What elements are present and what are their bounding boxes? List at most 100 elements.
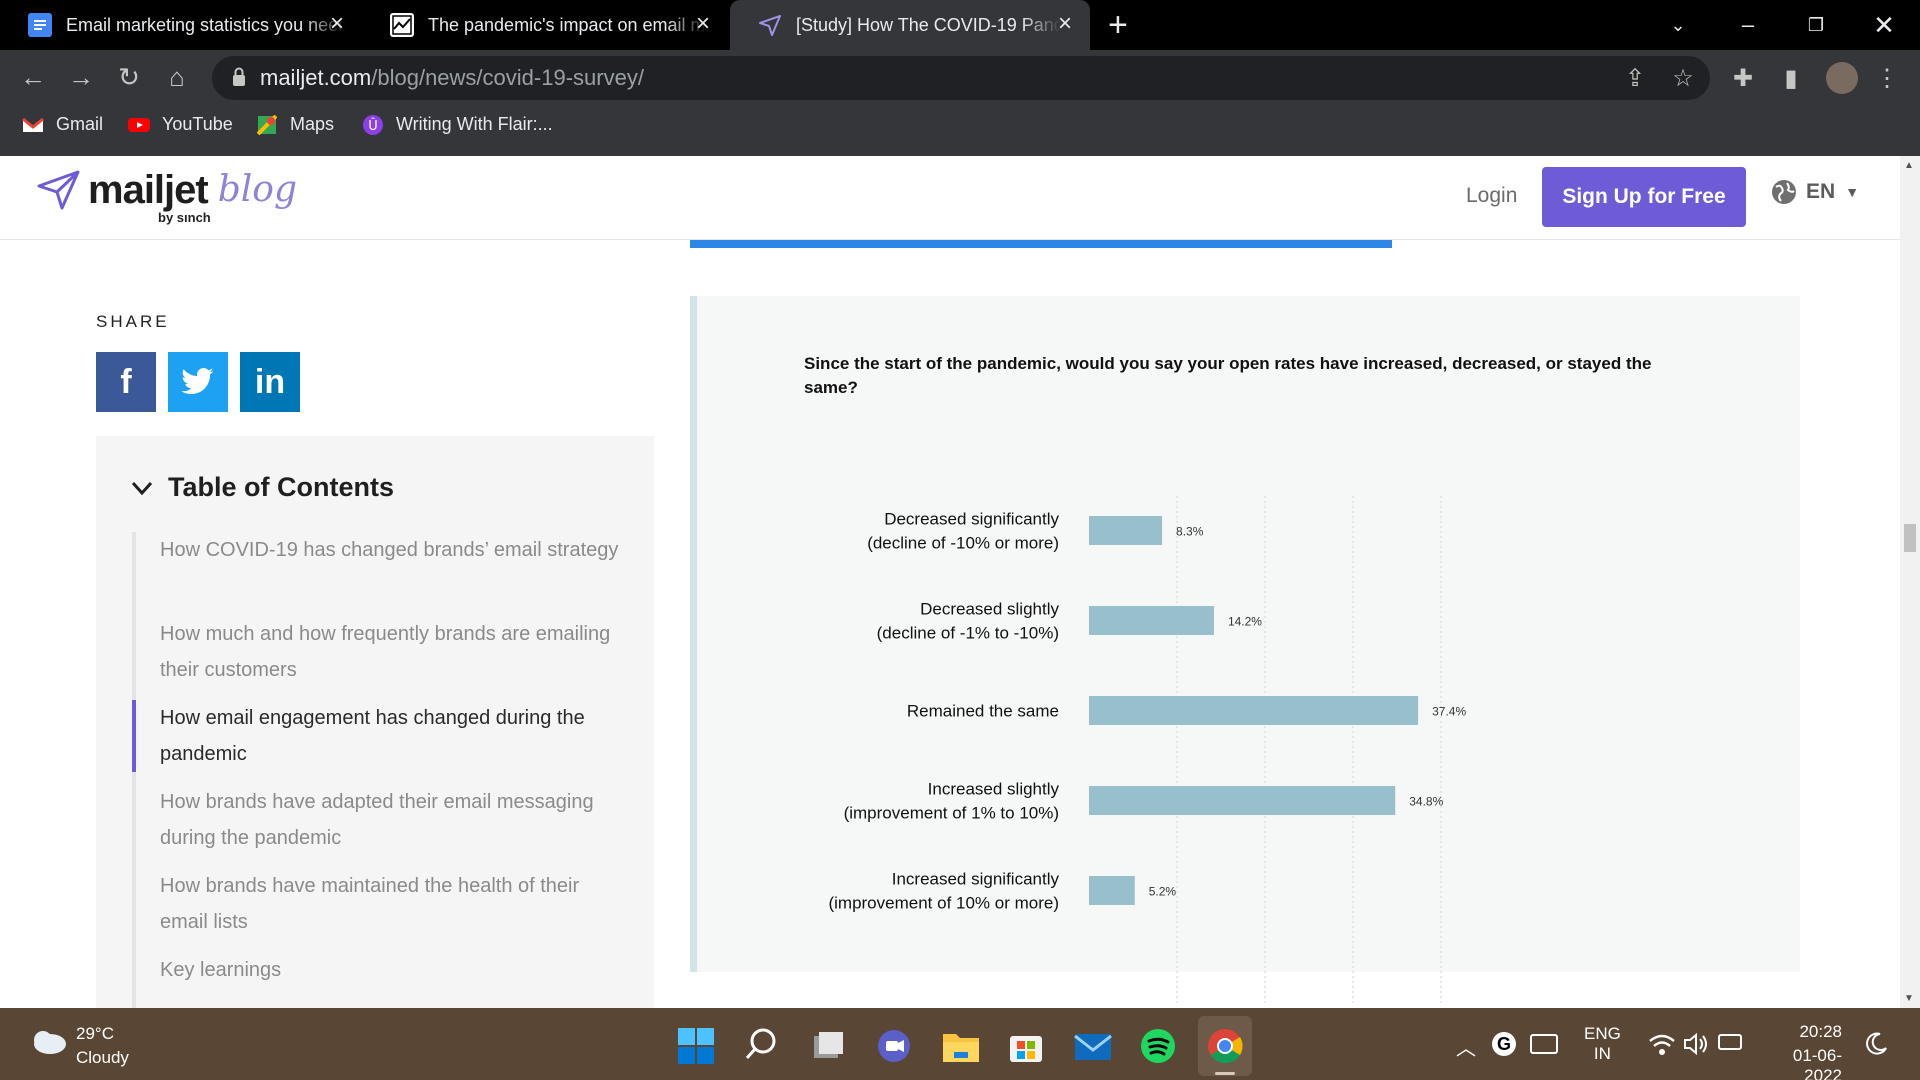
forward-arrow-icon[interactable]: →	[68, 62, 94, 92]
active-app-indicator	[1215, 1072, 1235, 1075]
facebook-share-button[interactable]: f	[96, 352, 156, 412]
language-indicator[interactable]: ENG IN	[1584, 1024, 1621, 1064]
mailjet-logo[interactable]: mailjet blog by sınch	[36, 168, 297, 228]
toc-header[interactable]: Table of Contents	[130, 472, 394, 503]
tab-covid-study[interactable]: [Study] How The COVID-19 Pandemic ×	[730, 0, 1090, 50]
toc-item-active[interactable]: How email engagement has changed during …	[132, 700, 630, 772]
bar	[1089, 876, 1135, 905]
toc-item[interactable]: How COVID-19 has changed brands’ email s…	[160, 539, 619, 561]
keyboard-icon[interactable]	[1530, 1034, 1558, 1054]
chart-card	[690, 296, 1800, 972]
extensions-puzzle-icon[interactable]: ✚	[1732, 65, 1754, 92]
login-link[interactable]: Login	[1466, 184, 1518, 207]
back-arrow-icon[interactable]: ←	[20, 62, 46, 92]
close-icon[interactable]: ×	[695, 10, 710, 37]
category-label: Increased slightly	[928, 780, 1060, 799]
logo-wordmark: mailjet	[88, 168, 209, 212]
scroll-up-arrow-icon[interactable]: ▲	[1904, 160, 1914, 171]
bookmarks-bar: Gmail YouTube Maps Û Writing With Flair:…	[0, 108, 1920, 142]
bookmark-label: Maps	[290, 114, 335, 134]
bookmark-gmail[interactable]: Gmail	[22, 114, 103, 135]
language-selector[interactable]: EN ▼	[1770, 178, 1859, 206]
minimize-button[interactable]: –	[1741, 12, 1755, 37]
mail-icon[interactable]	[1074, 1028, 1112, 1064]
lang-top: ENG	[1584, 1024, 1621, 1043]
spotify-icon[interactable]	[1140, 1028, 1176, 1064]
battery-icon[interactable]	[1718, 1034, 1742, 1050]
share-page-icon[interactable]: ⇪	[1624, 65, 1646, 92]
caret-down-icon: ▼	[1845, 184, 1860, 200]
logo-by-sinch: by sınch	[158, 210, 211, 225]
data-label: 5.2%	[1149, 885, 1177, 899]
tab-docs[interactable]: Email marketing statistics you need to k…	[0, 0, 362, 50]
reload-icon[interactable]: ↻	[118, 62, 140, 92]
grammarly-icon[interactable]: G	[1492, 1032, 1516, 1056]
toc-item[interactable]: Key learnings	[160, 959, 282, 981]
bookmark-maps[interactable]: Maps	[256, 114, 334, 135]
close-icon[interactable]: ×	[329, 10, 344, 37]
lang-bottom: IN	[1593, 1044, 1611, 1063]
tab-search-chevron-icon[interactable]: ⌄	[1670, 14, 1686, 35]
notifications-moon-icon[interactable]	[1864, 1032, 1888, 1056]
mailjet-favicon-icon	[758, 13, 782, 37]
volume-icon[interactable]	[1682, 1030, 1710, 1058]
category-label: Decreased slightly	[920, 600, 1059, 619]
toc-item[interactable]: How much and how frequently brands are e…	[160, 623, 611, 681]
paper-plane-icon	[37, 170, 80, 210]
weather-widget[interactable]	[28, 1026, 68, 1061]
cloud-icon	[34, 1031, 66, 1054]
language-label: EN	[1806, 180, 1836, 203]
google-docs-icon	[28, 13, 52, 37]
show-hidden-icons-chevron-icon[interactable]: ︿	[1456, 1038, 1476, 1060]
scrollbar-thumb[interactable]	[1904, 524, 1916, 552]
category-label: Remained the same	[907, 702, 1059, 721]
gmail-icon	[22, 116, 44, 134]
twitter-share-button[interactable]	[168, 352, 228, 412]
data-label: 8.3%	[1176, 525, 1204, 539]
logo-blog: blog	[217, 169, 297, 210]
youtube-icon	[128, 116, 150, 134]
chart-title: Since the start of the pandemic, would y…	[804, 354, 1652, 397]
side-panel-icon[interactable]: ▮	[1784, 65, 1798, 92]
clock[interactable]: 20:28 01-06-2022	[1760, 1022, 1842, 1080]
scroll-down-arrow-icon[interactable]: ▼	[1904, 993, 1914, 1004]
clock-date: 01-06-2022	[1792, 1046, 1842, 1080]
address-bar[interactable]: mailjet.com/blog/news/covid-19-survey/	[212, 56, 1710, 100]
category-label: Decreased significantly	[884, 510, 1059, 529]
tab-strip: Email marketing statistics you need to k…	[0, 0, 1920, 50]
chrome-taskbar-button[interactable]	[1198, 1016, 1252, 1076]
web-page: mailjet blog by sınch Login Sign Up for …	[0, 156, 1900, 1008]
microsoft-store-icon[interactable]	[1008, 1028, 1044, 1064]
sign-up-button[interactable]: Sign Up for Free	[1542, 167, 1746, 227]
search-icon[interactable]	[744, 1026, 780, 1062]
bookmark-star-icon[interactable]: ☆	[1672, 65, 1694, 92]
windows-start-icon[interactable]	[678, 1028, 714, 1064]
profile-avatar[interactable]	[1826, 62, 1858, 94]
chart-favicon-icon	[390, 13, 414, 37]
restore-button[interactable]: ❐	[1807, 14, 1825, 35]
file-explorer-icon[interactable]	[942, 1028, 980, 1064]
toc-item[interactable]: How brands have adapted their email mess…	[160, 791, 594, 849]
close-icon[interactable]: ×	[1057, 10, 1072, 37]
bookmark-writing-with-flair[interactable]: Û Writing With Flair:...	[362, 114, 553, 135]
close-window-button[interactable]: ✕	[1873, 9, 1895, 40]
taskbar: 29°C Cloudy ︿ G ENG IN 20:28 01-06-	[0, 1008, 1920, 1080]
bar	[1089, 516, 1163, 545]
teams-chat-icon[interactable]	[876, 1028, 912, 1064]
tab-pandemic-impact[interactable]: The pandemic's impact on email marketing…	[362, 0, 728, 50]
wifi-icon[interactable]	[1648, 1030, 1676, 1058]
lock-icon	[233, 67, 245, 86]
bookmark-label: YouTube	[162, 114, 233, 134]
category-label: (decline of -10% or more)	[867, 534, 1059, 553]
new-tab-button[interactable]: +	[1108, 6, 1128, 44]
bookmark-youtube[interactable]: YouTube	[128, 114, 233, 135]
data-label: 14.2%	[1228, 615, 1262, 629]
home-icon[interactable]: ⌂	[169, 62, 185, 92]
task-view-icon[interactable]	[810, 1028, 846, 1064]
maps-icon	[256, 114, 278, 135]
kebab-menu-icon[interactable]: ⋮	[1875, 65, 1899, 92]
category-label: Increased significantly	[892, 870, 1060, 889]
linkedin-share-button[interactable]: in	[240, 352, 300, 412]
toc-item[interactable]: How brands have maintained the health of…	[160, 875, 580, 933]
page-scrollbar[interactable]: ▲ ▼	[1900, 156, 1920, 1008]
